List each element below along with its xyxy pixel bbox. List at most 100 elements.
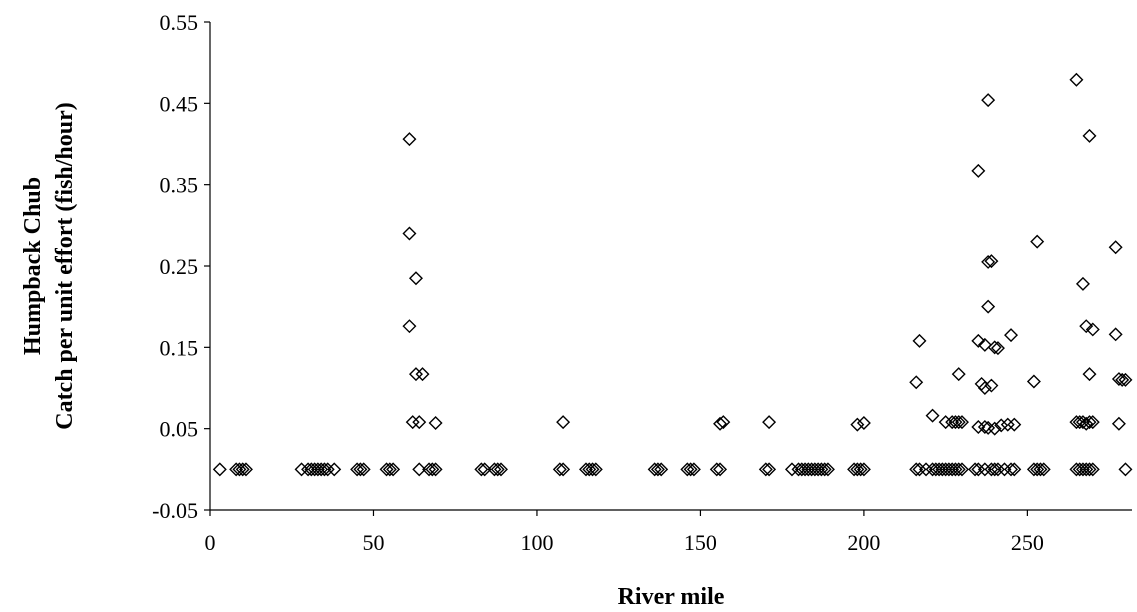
data-point bbox=[408, 271, 423, 286]
data-point bbox=[350, 462, 365, 477]
data-point bbox=[327, 462, 342, 477]
data-point bbox=[379, 462, 394, 477]
data-point bbox=[1082, 128, 1097, 143]
data-point bbox=[235, 462, 250, 477]
data-point bbox=[951, 462, 966, 477]
x-axis-ticks: 0 50 100 150 200 250 bbox=[205, 510, 1044, 555]
data-point bbox=[1069, 462, 1084, 477]
data-point bbox=[977, 420, 992, 435]
y-tick-label: 0.05 bbox=[160, 417, 199, 442]
data-point bbox=[353, 462, 368, 477]
data-point bbox=[1082, 415, 1097, 430]
data-point bbox=[909, 375, 924, 390]
data-point bbox=[909, 462, 924, 477]
y-axis-ticks: -0.05 0.05 0.15 0.25 0.35 0.45 0.55 bbox=[152, 10, 210, 523]
data-point bbox=[938, 415, 953, 430]
data-point bbox=[971, 420, 986, 435]
data-point bbox=[1036, 462, 1051, 477]
data-point bbox=[1000, 417, 1015, 432]
y-tick-label: 0.25 bbox=[160, 254, 199, 279]
data-point bbox=[1007, 417, 1022, 432]
data-point bbox=[474, 462, 489, 477]
data-point bbox=[1079, 319, 1094, 334]
data-point bbox=[415, 367, 430, 382]
data-point bbox=[981, 93, 996, 108]
data-point bbox=[945, 415, 960, 430]
data-point bbox=[716, 415, 731, 430]
data-point bbox=[912, 462, 927, 477]
data-point bbox=[709, 462, 724, 477]
x-tick-label: 0 bbox=[205, 530, 216, 555]
data-point bbox=[951, 367, 966, 382]
y-axis-title: Humpback Chub Catch per unit effort (fis… bbox=[20, 102, 78, 430]
data-point bbox=[579, 462, 593, 477]
data-point bbox=[850, 417, 865, 432]
data-point bbox=[928, 462, 943, 477]
y-tick-label: 0.45 bbox=[160, 91, 199, 116]
data-point bbox=[784, 462, 799, 477]
data-point bbox=[301, 462, 316, 477]
data-point bbox=[1069, 415, 1084, 430]
data-point bbox=[713, 416, 728, 431]
data-point bbox=[402, 319, 417, 334]
data-point bbox=[984, 462, 999, 477]
data-point bbox=[428, 462, 443, 477]
data-point bbox=[974, 376, 989, 391]
data-point bbox=[412, 415, 427, 430]
data-point bbox=[762, 415, 777, 430]
data-point bbox=[425, 462, 440, 477]
data-point bbox=[951, 415, 966, 430]
data-point bbox=[981, 254, 996, 269]
data-point bbox=[856, 462, 871, 477]
data-point bbox=[1118, 372, 1133, 387]
data-point bbox=[820, 462, 835, 477]
data-point bbox=[919, 462, 934, 477]
data-point bbox=[1079, 416, 1094, 431]
y-axis-title-line-1: Humpback Chub bbox=[20, 177, 46, 355]
data-point bbox=[1075, 462, 1090, 477]
data-point bbox=[938, 462, 953, 477]
data-point bbox=[1075, 415, 1090, 430]
y-tick-label: -0.05 bbox=[152, 498, 198, 523]
data-point bbox=[408, 367, 423, 382]
data-point bbox=[853, 462, 868, 477]
data-point bbox=[1004, 328, 1019, 343]
data-point bbox=[356, 462, 371, 477]
data-point bbox=[650, 462, 665, 477]
data-point bbox=[1085, 415, 1100, 430]
data-point bbox=[977, 381, 992, 395]
data-point bbox=[402, 132, 417, 147]
x-tick-label: 200 bbox=[847, 530, 880, 555]
data-point bbox=[386, 462, 401, 477]
data-point bbox=[647, 462, 662, 477]
data-point bbox=[932, 462, 947, 477]
data-point bbox=[977, 462, 992, 477]
x-axis-title: River mile bbox=[618, 584, 725, 610]
data-point bbox=[1026, 462, 1041, 477]
data-point bbox=[987, 340, 1002, 355]
data-point bbox=[981, 299, 996, 314]
data-point bbox=[477, 462, 492, 477]
data-point bbox=[990, 462, 1005, 477]
data-point bbox=[1085, 462, 1100, 477]
data-point bbox=[582, 462, 597, 477]
data-point bbox=[428, 415, 443, 430]
data-point bbox=[307, 462, 322, 477]
x-tick-label: 100 bbox=[520, 530, 553, 555]
data-point bbox=[912, 333, 927, 348]
data-point bbox=[1118, 462, 1133, 477]
data-point bbox=[654, 462, 669, 477]
data-point bbox=[801, 462, 816, 477]
data-point bbox=[811, 462, 826, 477]
data-point bbox=[762, 462, 777, 477]
y-axis-title-line-2: Catch per unit effort (fish/hour) bbox=[52, 102, 78, 430]
x-tick-label: 50 bbox=[362, 530, 384, 555]
data-point bbox=[588, 462, 603, 477]
data-point bbox=[987, 421, 1002, 436]
data-point bbox=[229, 462, 244, 477]
data-point bbox=[412, 462, 427, 477]
data-point bbox=[984, 378, 999, 393]
data-point bbox=[556, 415, 571, 430]
data-point bbox=[585, 462, 600, 477]
